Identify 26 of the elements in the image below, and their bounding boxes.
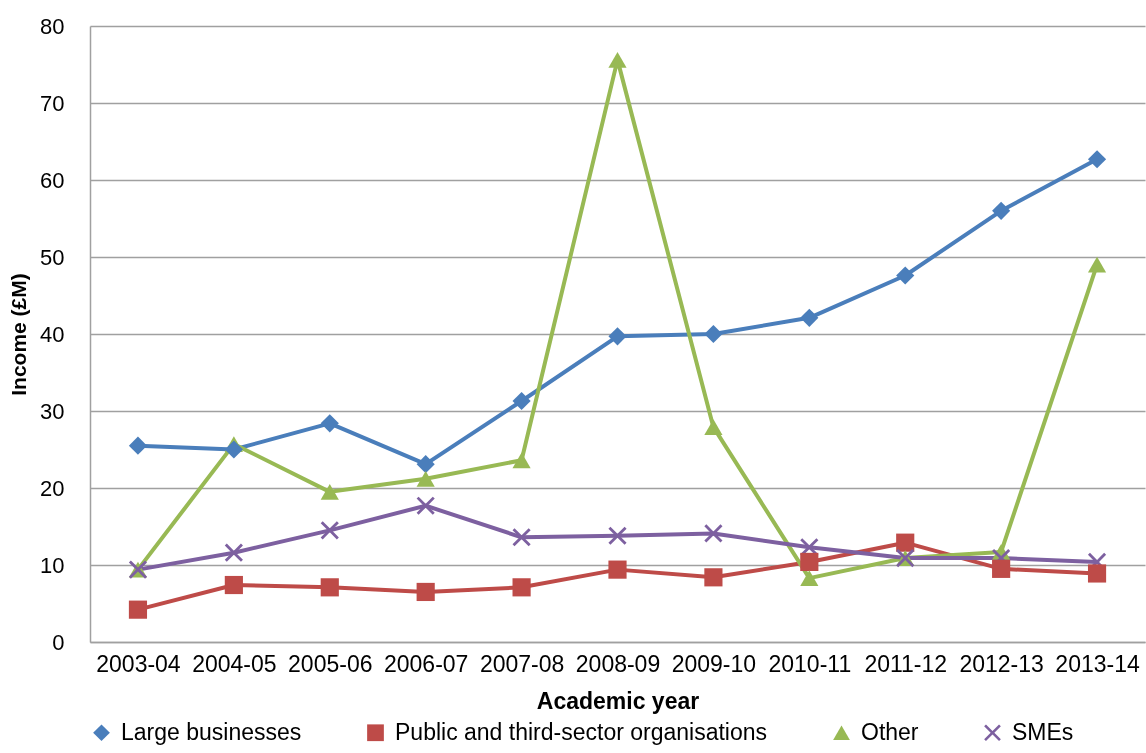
y-tick-label: 40 bbox=[40, 321, 65, 347]
y-tick-label: 50 bbox=[40, 244, 65, 270]
x-tick-label: 2003-04 bbox=[96, 650, 181, 677]
x-tick-label: 2009-10 bbox=[671, 650, 757, 677]
y-tick-label: 0 bbox=[52, 629, 65, 655]
y-tick-label: 80 bbox=[40, 13, 65, 39]
x-tick-label: 2004-05 bbox=[192, 650, 277, 677]
x-axis-title: Academic year bbox=[536, 687, 700, 714]
x-tick-label: 2010-11 bbox=[768, 650, 852, 677]
x-tick-label: 2013-14 bbox=[1055, 650, 1140, 677]
y-axis-title: Income (£M) bbox=[7, 273, 31, 396]
y-tick-label: 70 bbox=[40, 90, 65, 116]
x-tick-label: 2012-13 bbox=[959, 650, 1044, 677]
y-tick-label: 10 bbox=[40, 552, 65, 578]
legend-label: Public and third-sector organisations bbox=[395, 718, 768, 745]
x-tick-label: 2006-07 bbox=[383, 650, 469, 677]
legend-label: Other bbox=[861, 718, 919, 745]
x-tick-label: 2005-06 bbox=[288, 650, 373, 677]
legend-label: Large businesses bbox=[121, 718, 302, 745]
x-tick-label: 2011-12 bbox=[864, 650, 948, 677]
y-tick-label: 20 bbox=[40, 475, 65, 501]
x-tick-label: 2007-08 bbox=[479, 650, 565, 677]
y-tick-label: 60 bbox=[40, 167, 65, 193]
y-tick-label: 30 bbox=[40, 398, 65, 424]
legend-label: SMEs bbox=[1012, 718, 1074, 745]
x-tick-label: 2008-09 bbox=[575, 650, 661, 677]
